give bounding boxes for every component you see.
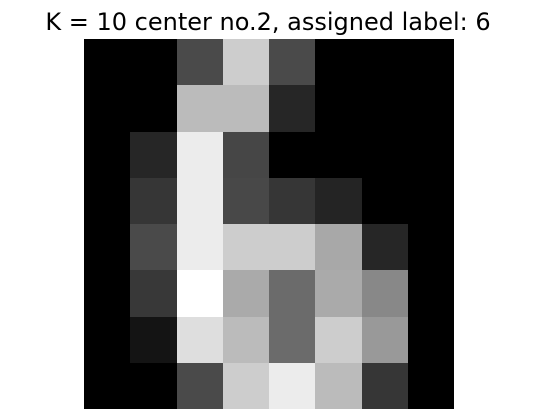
pixel-r5-c1	[130, 270, 177, 317]
pixel-r1-c2	[176, 85, 223, 132]
pixel-r4-c0	[84, 224, 131, 271]
pixel-r7-c3	[222, 362, 269, 409]
pixel-r2-c2	[176, 131, 223, 178]
pixel-r0-c1	[130, 39, 177, 86]
pixel-r2-c1	[130, 131, 177, 178]
pixel-r1-c0	[84, 85, 131, 132]
pixel-r7-c0	[84, 362, 131, 409]
pixel-r2-c4	[269, 131, 316, 178]
pixel-r4-c1	[130, 224, 177, 271]
pixel-r5-c3	[222, 270, 269, 317]
pixel-r1-c6	[361, 85, 408, 132]
pixel-r0-c5	[315, 39, 362, 86]
pixel-r5-c6	[361, 270, 408, 317]
pixel-r5-c5	[315, 270, 362, 317]
pixel-r6-c2	[176, 316, 223, 363]
pixel-r2-c5	[315, 131, 362, 178]
pixel-r6-c3	[222, 316, 269, 363]
pixel-r2-c3	[222, 131, 269, 178]
pixel-r1-c7	[407, 85, 454, 132]
pixel-r2-c0	[84, 131, 131, 178]
pixel-r0-c3	[222, 39, 269, 86]
pixel-r6-c0	[84, 316, 131, 363]
digit-image	[84, 39, 454, 409]
pixel-r3-c2	[176, 177, 223, 224]
pixel-r0-c6	[361, 39, 408, 86]
pixel-r4-c3	[222, 224, 269, 271]
pixel-r4-c4	[269, 224, 316, 271]
pixel-r1-c3	[222, 85, 269, 132]
pixel-r2-c6	[361, 131, 408, 178]
pixel-r0-c2	[176, 39, 223, 86]
pixel-r4-c6	[361, 224, 408, 271]
pixel-r6-c1	[130, 316, 177, 363]
pixel-r3-c1	[130, 177, 177, 224]
pixel-r4-c5	[315, 224, 362, 271]
pixel-r3-c0	[84, 177, 131, 224]
pixel-r7-c5	[315, 362, 362, 409]
pixel-r3-c3	[222, 177, 269, 224]
pixel-r5-c0	[84, 270, 131, 317]
pixel-r6-c4	[269, 316, 316, 363]
pixel-r3-c7	[407, 177, 454, 224]
pixel-r3-c4	[269, 177, 316, 224]
pixel-r5-c4	[269, 270, 316, 317]
pixel-r3-c6	[361, 177, 408, 224]
pixel-r7-c4	[269, 362, 316, 409]
pixel-r2-c7	[407, 131, 454, 178]
pixel-r4-c7	[407, 224, 454, 271]
pixel-r1-c1	[130, 85, 177, 132]
pixel-r1-c4	[269, 85, 316, 132]
pixel-r1-c5	[315, 85, 362, 132]
pixel-r6-c5	[315, 316, 362, 363]
pixel-r5-c2	[176, 270, 223, 317]
pixel-r6-c6	[361, 316, 408, 363]
plot-title: K = 10 center no.2, assigned label: 6	[45, 8, 491, 36]
pixel-r0-c4	[269, 39, 316, 86]
pixel-r0-c0	[84, 39, 131, 86]
pixel-r3-c5	[315, 177, 362, 224]
pixel-r7-c1	[130, 362, 177, 409]
pixel-r0-c7	[407, 39, 454, 86]
pixel-r5-c7	[407, 270, 454, 317]
pixel-r6-c7	[407, 316, 454, 363]
pixel-r4-c2	[176, 224, 223, 271]
pixel-r7-c6	[361, 362, 408, 409]
pixel-r7-c7	[407, 362, 454, 409]
pixel-r7-c2	[176, 362, 223, 409]
